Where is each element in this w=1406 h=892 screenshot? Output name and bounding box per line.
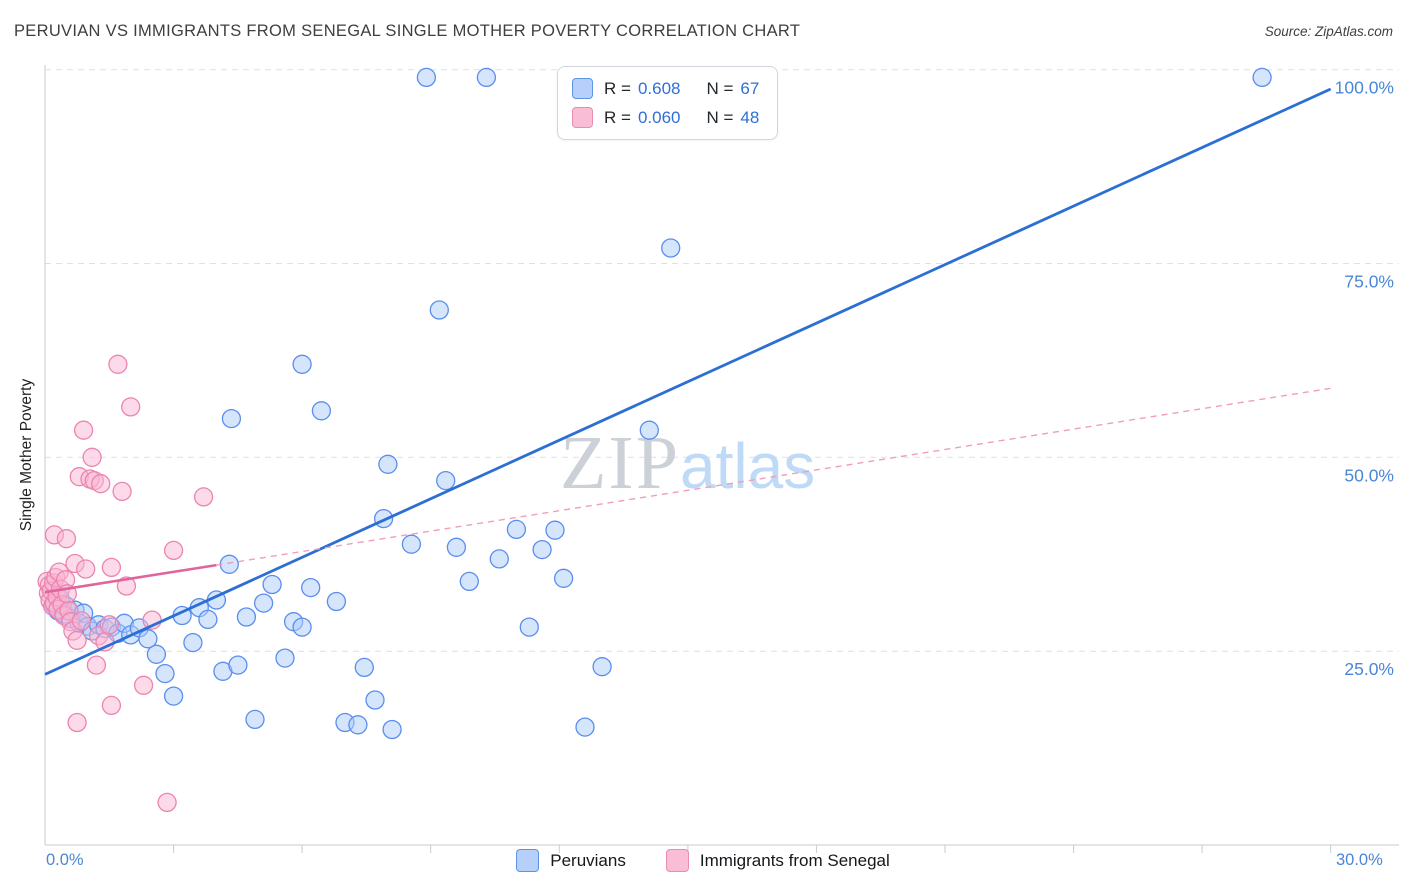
legend-item-peruvians: Peruvians <box>516 849 626 872</box>
y-axis-title: Single Mother Poverty <box>18 378 35 532</box>
senegal-legend-swatch <box>665 849 689 872</box>
source-credit: Source: ZipAtlas.com <box>1264 24 1393 39</box>
stats-row-senegal: R = 0.060 N = 48 <box>572 107 759 128</box>
n-label: N = <box>706 78 734 98</box>
x-axis-max-label: 30.0% <box>1336 851 1383 869</box>
watermark: ZIPatlas <box>560 421 815 505</box>
senegal-legend-label: Immigrants from Senegal <box>699 850 890 870</box>
stats-row-peruvians: R = 0.608 N = 67 <box>572 78 759 99</box>
r-value-peruvians: 0.608 <box>637 78 681 98</box>
peruvians-swatch <box>572 78 593 99</box>
points-peruvians <box>43 67 1272 740</box>
y-tick-label: 50.0% <box>1344 465 1394 485</box>
series-legend: Peruvians Immigrants from Senegal <box>0 849 1406 872</box>
r-label: R = <box>604 78 631 98</box>
n-value-peruvians: 67 <box>740 78 760 98</box>
trend-line-0 <box>44 87 1332 676</box>
y-tick-label: 25.0% <box>1344 659 1394 679</box>
r-label: R = <box>604 107 631 127</box>
x-axis-min-label: 0.0% <box>46 851 84 869</box>
legend-item-senegal: Immigrants from Senegal <box>665 849 890 872</box>
y-tick-label: 75.0% <box>1344 272 1394 292</box>
n-value-senegal: 48 <box>740 107 760 127</box>
n-label: N = <box>706 107 734 127</box>
y-gridlines: 100.0% 75.0% 50.0% 25.0% <box>45 69 1399 679</box>
y-tick-label: 100.0% <box>1335 78 1394 98</box>
chart-title: PERUVIAN VS IMMIGRANTS FROM SENEGAL SING… <box>14 22 801 40</box>
x-ticks <box>173 845 1332 853</box>
senegal-swatch <box>572 107 593 128</box>
r-value-senegal: 0.060 <box>637 107 681 127</box>
trend-line-2 <box>216 387 1331 566</box>
points-senegal <box>37 354 214 813</box>
correlation-stats-box: R = 0.608 N = 67 R = 0.060 N = 48 <box>557 66 779 140</box>
peruvians-legend-label: Peruvians <box>550 850 626 870</box>
trend-line-1 <box>44 563 217 594</box>
peruvians-legend-swatch <box>516 849 540 872</box>
